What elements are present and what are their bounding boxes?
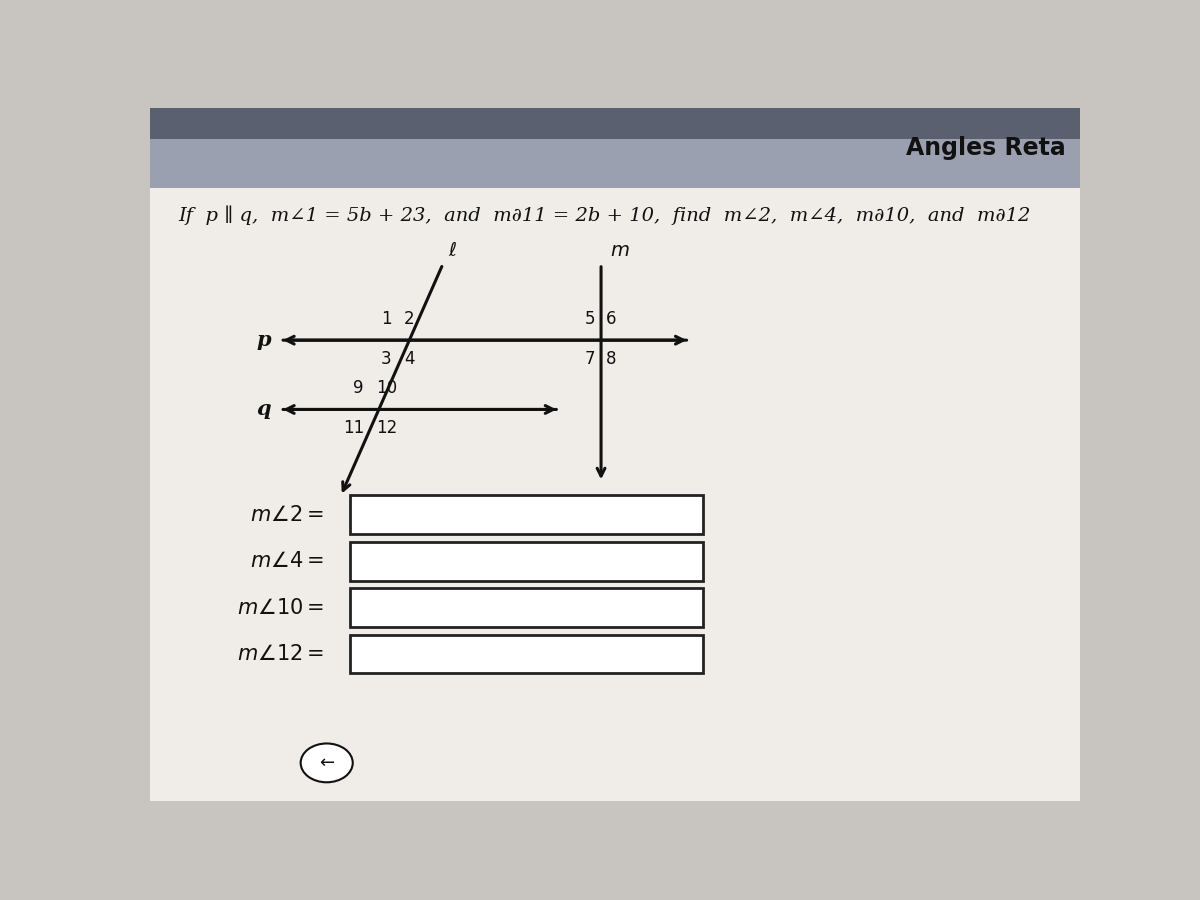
Text: 4: 4 <box>404 350 414 368</box>
Text: $\ell$: $\ell$ <box>448 241 457 260</box>
Text: $m\angle 4 =$: $m\angle 4 =$ <box>250 551 324 572</box>
FancyBboxPatch shape <box>350 589 703 627</box>
FancyBboxPatch shape <box>350 495 703 535</box>
Text: Angles Reta: Angles Reta <box>906 136 1066 160</box>
Text: 1: 1 <box>382 310 391 328</box>
FancyBboxPatch shape <box>350 634 703 673</box>
Text: q: q <box>257 400 271 419</box>
Text: 8: 8 <box>606 350 617 368</box>
Text: $m\angle 12 =$: $m\angle 12 =$ <box>236 644 324 664</box>
FancyBboxPatch shape <box>150 188 1080 801</box>
Text: $m\angle 10 =$: $m\angle 10 =$ <box>236 598 324 617</box>
Text: 12: 12 <box>376 419 397 437</box>
Text: 2: 2 <box>404 310 414 328</box>
Text: 5: 5 <box>584 310 595 328</box>
Text: 11: 11 <box>343 419 364 437</box>
Text: p: p <box>257 330 271 350</box>
Text: 3: 3 <box>382 350 391 368</box>
FancyBboxPatch shape <box>150 108 1080 188</box>
Text: 10: 10 <box>376 379 397 397</box>
FancyBboxPatch shape <box>350 542 703 580</box>
FancyBboxPatch shape <box>150 108 1080 140</box>
Text: 7: 7 <box>584 350 595 368</box>
Text: 6: 6 <box>606 310 617 328</box>
Text: $m\angle 2 =$: $m\angle 2 =$ <box>250 505 324 525</box>
Circle shape <box>301 743 353 782</box>
Text: If  p ∥ q,  m∠1 = 5b + 23,  and  m∂11 = 2b + 10,  find  m∠2,  m∠4,  m∂10,  and  : If p ∥ q, m∠1 = 5b + 23, and m∂11 = 2b +… <box>178 205 1031 225</box>
Text: 9: 9 <box>353 379 364 397</box>
Text: $m$: $m$ <box>611 242 630 260</box>
Text: ←: ← <box>319 754 335 772</box>
